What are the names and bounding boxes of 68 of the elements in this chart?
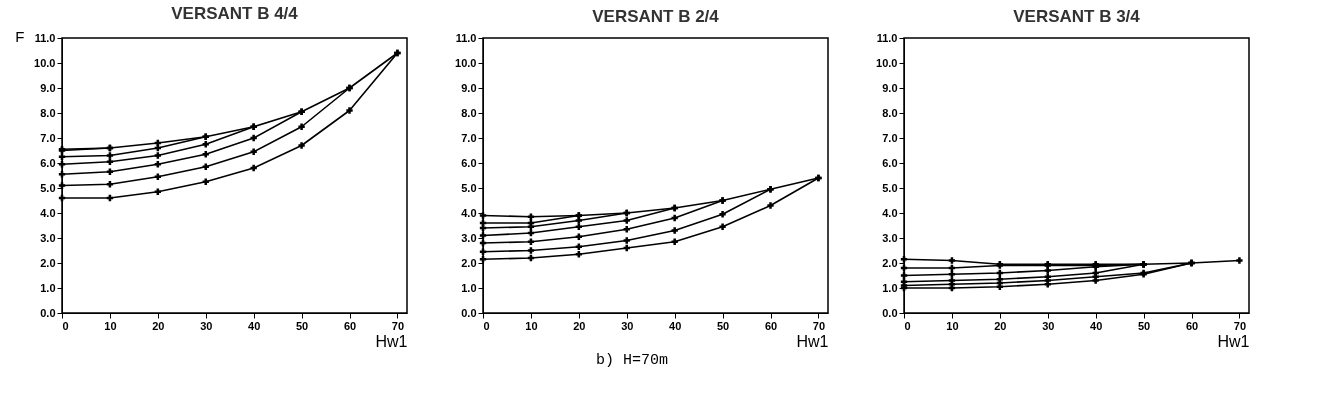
x-tick-label: 0 (483, 319, 490, 332)
y-tick-label: 2.0 (40, 256, 56, 269)
y-tick-label: 3.0 (40, 231, 56, 244)
y-tick-label: 8.0 (882, 106, 898, 119)
x-tick-label: 20 (152, 319, 165, 332)
y-tick-label: 10.0 (34, 56, 56, 69)
y-tick-label: 9.0 (40, 81, 56, 94)
x-tick-label: 40 (669, 319, 682, 332)
x-tick-label: 50 (716, 319, 730, 332)
x-tick-label: 10 (946, 319, 959, 332)
x-tick-label: 70 (1233, 319, 1247, 332)
y-tick-label: 7.0 (882, 131, 898, 144)
y-tick-label: 11.0 (876, 31, 898, 44)
y-tick-label: 6.0 (461, 156, 477, 169)
y-tick-label: 0.0 (461, 306, 477, 319)
y-tick-label: 4.0 (40, 206, 56, 219)
y-tick-label: 7.0 (461, 131, 477, 144)
y-tick-label: 9.0 (882, 81, 898, 94)
x-tick-label: 30 (200, 319, 213, 332)
x-tick-label: 40 (248, 319, 261, 332)
x-tick-label: 30 (621, 319, 634, 332)
text: b) H=70m (595, 351, 668, 369)
x-tick-label: 60 (764, 319, 778, 332)
x-tick-label: 0 (62, 319, 69, 332)
chart-title: VERSANT B 2/4 (592, 7, 720, 26)
y-tick-label: 3.0 (461, 231, 477, 244)
x-tick-label: 20 (994, 319, 1007, 332)
y-tick-label: 10.0 (455, 56, 477, 69)
y-tick-label: 4.0 (461, 206, 477, 219)
y-tick-label: 2.0 (882, 256, 898, 269)
y-tick-label: 7.0 (40, 131, 56, 144)
x-tick-label: 40 (1090, 319, 1103, 332)
x-axis-title: Hw1 (796, 332, 829, 350)
x-axis-title: Hw1 (375, 332, 408, 350)
chart-title: VERSANT B 4/4 (171, 4, 299, 23)
y-tick-label: 5.0 (40, 181, 56, 194)
x-tick-label: 0 (904, 319, 911, 332)
y-tick-label: 1.0 (40, 281, 56, 294)
y-tick-label: 6.0 (882, 156, 898, 169)
x-tick-label: 60 (343, 319, 357, 332)
x-tick-label: 30 (1042, 319, 1055, 332)
y-tick-label: 1.0 (882, 281, 898, 294)
y-tick-label: 8.0 (40, 106, 56, 119)
y-tick-label: 6.0 (40, 156, 56, 169)
y-tick-label: 11.0 (455, 31, 477, 44)
x-tick-label: 50 (295, 319, 309, 332)
x-tick-label: 60 (1185, 319, 1199, 332)
y-tick-label: 10.0 (876, 56, 898, 69)
y-tick-label: 11.0 (34, 31, 56, 44)
y-tick-label: 8.0 (461, 106, 477, 119)
x-tick-label: 50 (1137, 319, 1151, 332)
y-tick-label: 3.0 (882, 231, 898, 244)
chart-title: VERSANT B 3/4 (1013, 7, 1141, 26)
y-tick-label: 2.0 (461, 256, 477, 269)
y-tick-label: 1.0 (461, 281, 477, 294)
y-tick-label: 4.0 (882, 206, 898, 219)
x-tick-label: 20 (573, 319, 586, 332)
x-tick-label: 70 (812, 319, 826, 332)
x-tick-label: 10 (525, 319, 538, 332)
y-tick-label: 5.0 (882, 181, 898, 194)
y-tick-label: 0.0 (882, 306, 898, 319)
y-tick-label: 0.0 (40, 306, 56, 319)
x-axis-title: Hw1 (1217, 332, 1250, 350)
x-tick-label: 10 (104, 319, 117, 332)
y-tick-label: 9.0 (461, 81, 477, 94)
y-axis-title: F (15, 27, 25, 45)
y-tick-label: 5.0 (461, 181, 477, 194)
x-tick-label: 70 (391, 319, 405, 332)
